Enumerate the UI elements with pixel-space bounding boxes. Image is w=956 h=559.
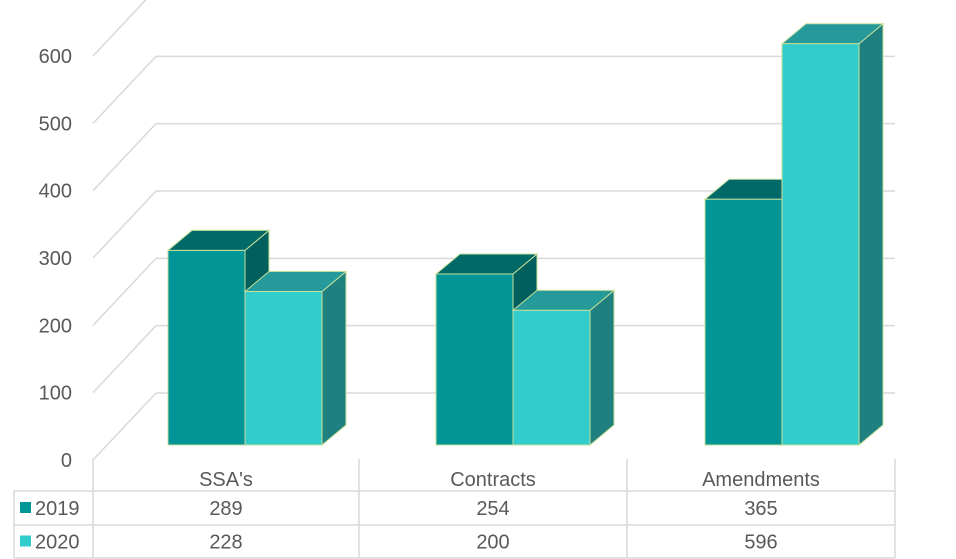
gridline-diagonal xyxy=(92,257,157,326)
category-label: SSA's xyxy=(199,469,253,491)
gridline-diagonal xyxy=(92,123,157,192)
category-label: Contracts xyxy=(450,469,536,491)
gridline-diagonal xyxy=(92,190,157,259)
gridline-diagonal xyxy=(92,392,157,461)
bar-side xyxy=(858,22,884,447)
bar xyxy=(780,22,885,447)
table-value: 200 xyxy=(476,532,509,554)
table-value: 289 xyxy=(209,498,242,520)
gridline-diagonal xyxy=(92,0,147,57)
table-value: 228 xyxy=(209,532,242,554)
legend-swatch xyxy=(20,535,31,547)
y-tick-label: 200 xyxy=(39,315,72,337)
y-tick-label: 100 xyxy=(39,383,72,405)
bar-side xyxy=(321,270,347,447)
gridline-diagonal xyxy=(92,55,157,124)
bar-front xyxy=(435,273,514,446)
legend-swatch xyxy=(20,502,31,513)
y-tick-label: 400 xyxy=(39,181,72,203)
bar-front xyxy=(244,290,323,446)
y-tick-label: 0 xyxy=(61,450,72,472)
y-tick-label: 600 xyxy=(39,46,72,68)
series-name: 2020 xyxy=(35,532,80,554)
table-value: 596 xyxy=(744,532,777,554)
bar xyxy=(511,289,616,447)
bar-front xyxy=(512,309,591,446)
y-tick-label: 500 xyxy=(39,113,72,135)
series-name: 2019 xyxy=(35,498,80,520)
table-value: 365 xyxy=(744,498,777,520)
bar xyxy=(243,270,348,447)
table-value: 254 xyxy=(476,498,509,520)
category-label: Amendments xyxy=(702,469,820,491)
bar-front xyxy=(167,249,246,446)
gridline-diagonal xyxy=(92,325,157,394)
y-tick-label: 300 xyxy=(39,248,72,270)
bar-side xyxy=(589,289,615,447)
bar-front xyxy=(781,43,860,446)
data-table: SSA's Contracts Amendments 2019 289 254 365 202… xyxy=(13,459,896,559)
bars xyxy=(166,22,885,447)
bar-front xyxy=(704,198,783,446)
y-axis-tick-labels: 0 100 200 300 400 500 600 xyxy=(39,46,72,472)
